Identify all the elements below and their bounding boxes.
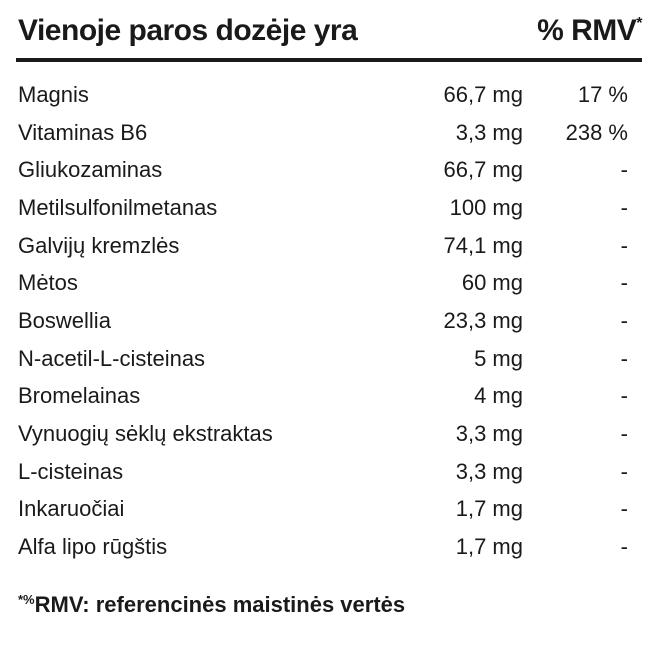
table-row: Metilsulfonilmetanas 100 mg - bbox=[18, 189, 628, 227]
table-row: Inkaruočiai 1,7 mg - bbox=[18, 491, 628, 529]
nutrient-name: Vitaminas B6 bbox=[18, 119, 148, 145]
nutrient-name: L-cisteinas bbox=[18, 458, 124, 484]
nutrient-rmv: - bbox=[620, 157, 628, 183]
nutrient-table: Magnis 66,7 mg 17 % Vitaminas B6 3,3 mg 238 %… bbox=[18, 76, 628, 566]
nutrient-rmv: - bbox=[620, 307, 628, 333]
table-row: Gliukozaminas 66,7 mg - bbox=[18, 151, 628, 189]
table-row: Vynuogių sėklų ekstraktas 3,3 mg - bbox=[18, 415, 628, 453]
nutrient-rmv: - bbox=[620, 194, 628, 220]
table-row: Galvijų kremzlės 74,1 mg - bbox=[18, 227, 628, 265]
nutrient-name: Boswellia bbox=[18, 307, 111, 333]
table-title: Vienoje paros dozėje yra bbox=[18, 14, 358, 47]
footnote: *%RMV: referencinės maistinės vertės bbox=[18, 592, 405, 618]
nutrient-name: Vynuogių sėklų ekstraktas bbox=[18, 421, 273, 447]
nutrient-amount: 3,3 mg bbox=[455, 458, 523, 484]
nutrient-rmv: - bbox=[620, 421, 628, 447]
nutrient-amount: 3,3 mg bbox=[455, 119, 523, 145]
nutrient-name: Alfa lipo rūgštis bbox=[18, 534, 168, 560]
nutrient-name: N-acetil-L-cisteinas bbox=[18, 345, 206, 371]
nutrient-amount: 5 mg bbox=[474, 345, 523, 371]
nutrient-amount: 1,7 mg bbox=[455, 496, 523, 522]
nutrient-amount: 66,7 mg bbox=[443, 81, 524, 107]
nutrient-amount: 60 mg bbox=[461, 270, 523, 296]
nutrient-name: Magnis bbox=[18, 81, 89, 107]
nutrient-rmv: - bbox=[620, 496, 628, 522]
nutrient-name: Metilsulfonilmetanas bbox=[18, 194, 218, 220]
nutrient-amount: 100 mg bbox=[449, 194, 523, 220]
nutrient-amount: 66,7 mg bbox=[443, 157, 524, 183]
table-row: Alfa lipo rūgštis 1,7 mg - bbox=[18, 528, 628, 566]
table-row: L-cisteinas 3,3 mg - bbox=[18, 453, 628, 491]
nutrient-amount: 23,3 mg bbox=[443, 307, 524, 333]
table-header: Vienoje paros dozėje yra % RMV* bbox=[18, 8, 642, 54]
nutrient-rmv: - bbox=[620, 383, 628, 409]
rmv-column-mark: * bbox=[636, 15, 642, 32]
footnote-text: RMV: referencinės maistinės vertės bbox=[34, 592, 406, 617]
nutrient-amount: 4 mg bbox=[474, 383, 523, 409]
nutrient-rmv: - bbox=[620, 232, 628, 258]
nutrient-name: Gliukozaminas bbox=[18, 157, 163, 183]
nutrient-name: Bromelainas bbox=[18, 383, 141, 409]
header-divider bbox=[16, 58, 642, 62]
footnote-mark: *% bbox=[18, 592, 35, 607]
nutrient-name: Galvijų kremzlės bbox=[18, 232, 180, 258]
nutrient-rmv: - bbox=[620, 458, 628, 484]
table-row: Mėtos 60 mg - bbox=[18, 264, 628, 302]
table-row: Vitaminas B6 3,3 mg 238 % bbox=[18, 114, 628, 152]
table-row: Bromelainas 4 mg - bbox=[18, 378, 628, 416]
table-row: Magnis 66,7 mg 17 % bbox=[18, 76, 628, 114]
nutrient-amount: 3,3 mg bbox=[455, 421, 523, 447]
nutrient-rmv: - bbox=[620, 270, 628, 296]
nutrient-rmv: 17 % bbox=[577, 81, 628, 107]
nutrient-amount: 74,1 mg bbox=[443, 232, 524, 258]
nutrient-amount: 1,7 mg bbox=[455, 534, 523, 560]
rmv-column-label: % RMV bbox=[537, 14, 637, 47]
nutrient-name: Inkaruočiai bbox=[18, 496, 125, 522]
table-row: Boswellia 23,3 mg - bbox=[18, 302, 628, 340]
nutrient-rmv: - bbox=[620, 534, 628, 560]
nutrient-name: Mėtos bbox=[18, 270, 78, 296]
nutrient-rmv: 238 % bbox=[565, 119, 628, 145]
nutrient-rmv: - bbox=[620, 345, 628, 371]
rmv-column-header: % RMV* bbox=[537, 14, 642, 48]
table-row: N-acetil-L-cisteinas 5 mg - bbox=[18, 340, 628, 378]
